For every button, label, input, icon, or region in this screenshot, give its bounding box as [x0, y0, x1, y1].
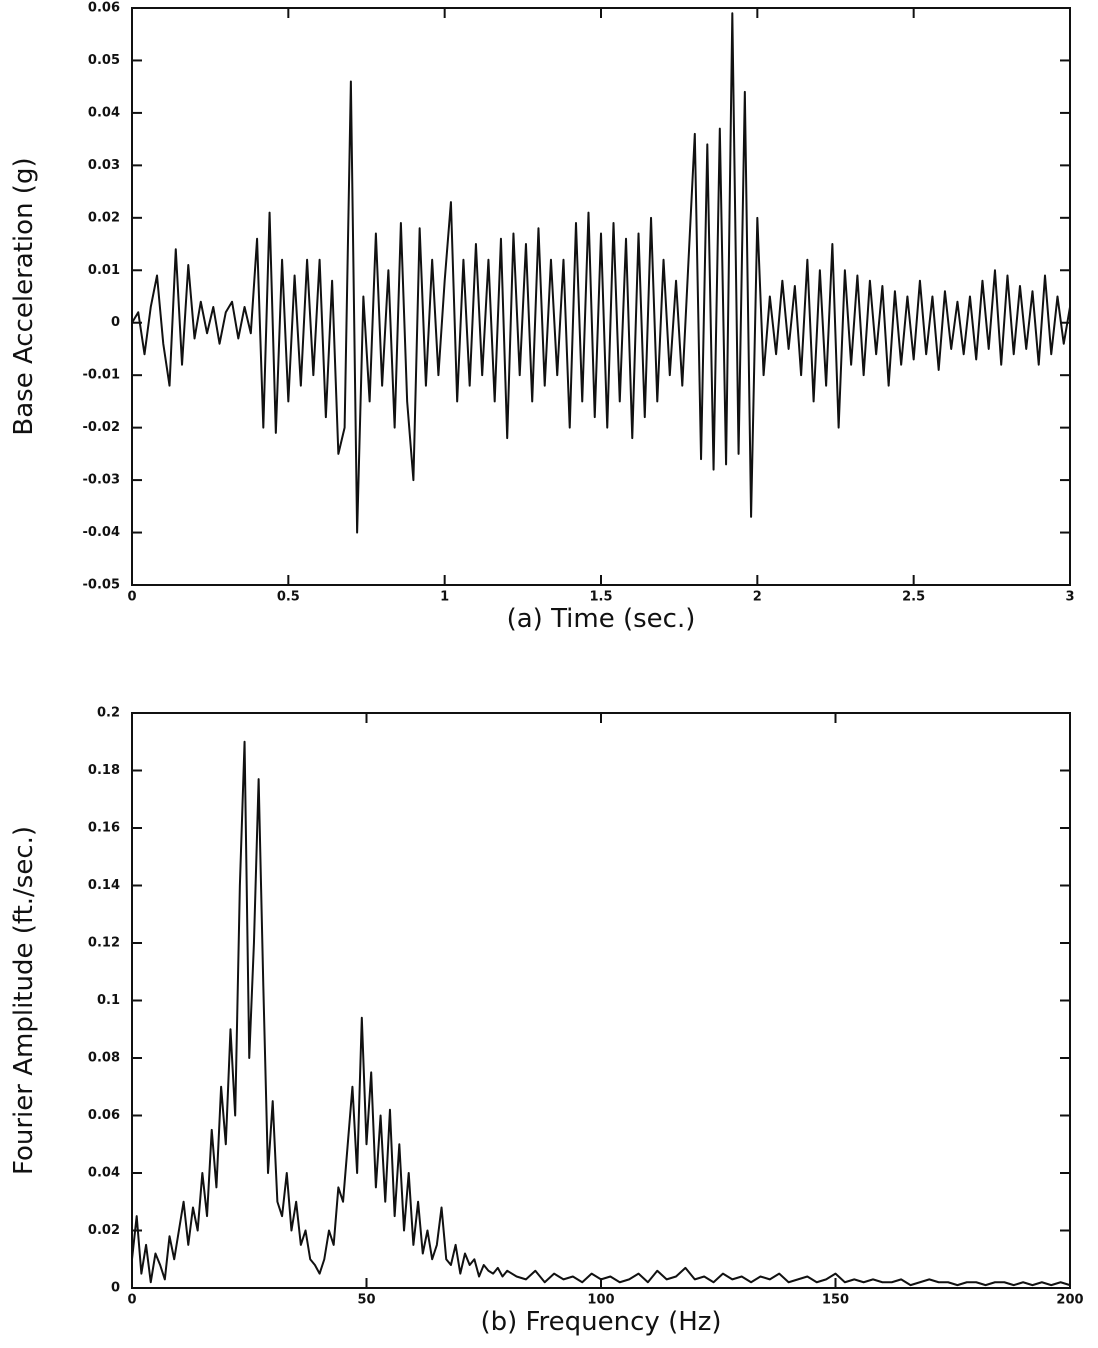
x-tick-label: 50 — [357, 1293, 375, 1308]
x-tick-label: 1.5 — [589, 590, 612, 605]
plot-frame — [131, 712, 1071, 1289]
signal-line — [131, 12, 1071, 534]
y-tick-label: 0.18 — [88, 763, 120, 778]
x-tick-label: 100 — [587, 1293, 614, 1308]
y-tick-label: -0.05 — [83, 578, 120, 593]
y-tick-label: -0.04 — [83, 525, 120, 540]
y-tick-label: -0.01 — [83, 368, 120, 383]
y-tick-label: 0.02 — [88, 1223, 120, 1238]
x-tick-label: 1 — [440, 590, 449, 605]
y-tick-label: 0 — [111, 315, 120, 330]
y-tick-label: 0.12 — [88, 936, 120, 951]
x-tick-label: 2 — [753, 590, 762, 605]
x-tick-label: 150 — [822, 1293, 849, 1308]
x-tick-label: 0 — [127, 1293, 136, 1308]
x-tick-label: 200 — [1056, 1293, 1083, 1308]
y-tick-label: 0.01 — [88, 263, 120, 278]
y-tick-label: 0 — [111, 1281, 120, 1296]
y-tick-label: 0.03 — [88, 158, 120, 173]
x-tick-label: 0.5 — [277, 590, 300, 605]
y-tick-label: 0.06 — [88, 1108, 120, 1123]
y-tick-label: 0.1 — [97, 993, 120, 1008]
y-tick-label: 0.08 — [88, 1051, 120, 1066]
y-axis-title: Base Acceleration (g) — [9, 157, 39, 435]
y-tick-label: 0.04 — [88, 105, 120, 120]
y-tick-label: -0.02 — [83, 420, 120, 435]
x-tick-label: 2.5 — [902, 590, 925, 605]
y-tick-label: 0.02 — [88, 210, 120, 225]
x-axis-title: (a) Time (sec.) — [507, 604, 696, 634]
y-tick-label: 0.04 — [88, 1166, 120, 1181]
y-tick-label: 0.06 — [88, 1, 120, 16]
x-tick-label: 3 — [1065, 590, 1074, 605]
y-tick-label: 0.16 — [88, 821, 120, 836]
y-tick-label: 0.14 — [88, 878, 120, 893]
x-axis-title: (b) Frequency (Hz) — [480, 1307, 721, 1337]
y-tick-label: 0.05 — [88, 53, 120, 68]
y-tick-label: -0.03 — [83, 473, 120, 488]
y-tick-label: 0.2 — [97, 706, 120, 721]
y-axis-title: Fourier Amplitude (ft./sec.) — [9, 826, 39, 1175]
signal-line — [131, 740, 1071, 1287]
x-tick-label: 0 — [127, 590, 136, 605]
